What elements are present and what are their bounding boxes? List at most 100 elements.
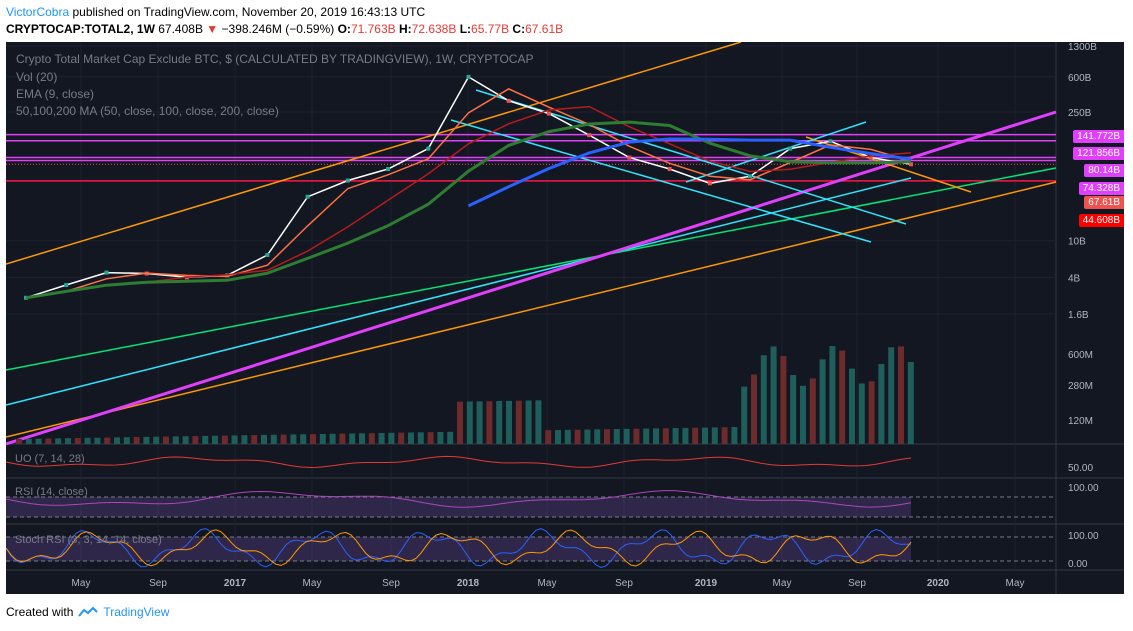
ma50-line	[25, 105, 912, 299]
price-tag: 80.14B	[1084, 164, 1124, 177]
volume-bar	[535, 400, 542, 444]
volume-bar	[682, 427, 689, 444]
volume-bar	[721, 427, 728, 444]
price-point	[265, 252, 270, 257]
volume-bar	[574, 429, 581, 444]
volume-bar	[731, 427, 738, 444]
down-arrow-icon: ▼	[206, 22, 219, 36]
volume-bar	[643, 428, 650, 444]
volume-bar	[153, 436, 160, 444]
volume-bar	[319, 433, 326, 444]
last-price: 67.408B	[154, 22, 207, 36]
magenta-trend-line	[6, 110, 1057, 446]
volume-bar	[16, 439, 22, 444]
price-point	[305, 194, 310, 199]
price-tag: 141.772B	[1073, 130, 1124, 143]
open-label: O:	[337, 22, 351, 36]
symbol-label: CRYPTOCAP:TOTAL2, 1W	[6, 22, 155, 36]
close-value: 67.61B	[525, 22, 564, 36]
time-tick-label: May	[303, 578, 322, 589]
price-tick-label: 1300B	[1068, 42, 1097, 53]
volume-bar	[760, 355, 767, 444]
volume-bar	[65, 438, 71, 444]
chart-frame[interactable]: May Sep 2017 May Sep 2018 May Sep 2019 May Sep 2020…	[6, 42, 1124, 594]
stoch-tick-label: 0.00	[1068, 559, 1088, 570]
price-point	[909, 162, 913, 167]
author-link[interactable]: VictorCobra	[6, 5, 70, 19]
low-label: L:	[456, 22, 472, 36]
volume-bar	[143, 436, 150, 444]
stoch-tick-label: 100.00	[1068, 531, 1099, 542]
volume-bar	[45, 438, 52, 444]
volume-bar	[878, 363, 885, 444]
volume-bar	[741, 386, 748, 444]
time-tick-label: May	[773, 578, 792, 589]
volume-bar	[123, 437, 130, 444]
volume-legend: Vol (20)	[16, 70, 58, 84]
price-point	[868, 155, 873, 160]
time-tick-label: May	[72, 578, 91, 589]
publish-header: VictorCobra published on TradingView.com…	[6, 4, 1126, 40]
brand-link[interactable]: TradingView	[103, 605, 170, 619]
volume-bar	[839, 350, 846, 444]
chart-title: Crypto Total Market Cap Exclude BTC, $ (…	[16, 52, 534, 66]
volume-bar	[25, 438, 32, 444]
high-value: 72.638B	[411, 22, 457, 36]
volume-bar	[604, 429, 610, 444]
orange-descending-line	[805, 136, 972, 193]
volume-bar	[711, 427, 718, 444]
volume-tick-label: 600M	[1068, 350, 1093, 361]
volume-bar	[868, 381, 875, 444]
price-tick-label: 4B	[1068, 273, 1081, 284]
price-change: −398.246M (−0.59%)	[218, 22, 338, 36]
time-tick-label: 2020	[927, 578, 950, 589]
volume-bar	[594, 429, 601, 444]
price-point	[104, 270, 109, 275]
volume-bar	[780, 356, 787, 444]
volume-bar	[74, 438, 81, 444]
volume-bar	[270, 434, 277, 444]
volume-bar	[525, 400, 532, 444]
stoch-k-line	[6, 528, 912, 569]
volume-bar	[506, 400, 512, 444]
ma-legend: 50,100,200 MA (50, close, 100, close, 20…	[16, 104, 279, 118]
volume-bar	[858, 383, 865, 444]
volume-bar	[172, 436, 179, 444]
volume-bar	[192, 436, 199, 444]
price-point	[828, 139, 833, 144]
volume-bar	[898, 346, 904, 444]
price-point	[64, 283, 69, 288]
price-tag: 44.608B	[1078, 214, 1124, 227]
volume-bar	[231, 435, 238, 444]
price-tag: 74.328B	[1078, 182, 1124, 195]
time-tick-label: May	[538, 578, 557, 589]
volume-bar	[94, 437, 101, 444]
rsi-tick-label: 100.00	[1068, 483, 1099, 494]
volume-bar	[388, 432, 395, 444]
volume-bar	[35, 438, 42, 444]
volume-bar	[770, 346, 777, 444]
volume-bar	[104, 437, 111, 444]
volume-bar	[800, 385, 806, 444]
volume-bar	[702, 427, 708, 444]
volume-bar	[84, 437, 91, 444]
ema-legend: EMA (9, close)	[16, 87, 95, 101]
price-tick-label: 250B	[1068, 108, 1092, 119]
volume-bar	[378, 432, 385, 444]
volume-bar	[437, 431, 444, 444]
volume-bar	[790, 375, 797, 444]
chart-canvas[interactable]: May Sep 2017 May Sep 2018 May Sep 2019 May Sep 2020…	[6, 42, 1124, 594]
price-tick-label: 1.6B	[1068, 310, 1089, 321]
volume-bar	[280, 434, 287, 444]
time-tick-label: 2019	[695, 578, 718, 589]
volume-bar	[564, 429, 571, 444]
ma100-line	[25, 120, 912, 300]
price-point	[546, 111, 551, 116]
volume-bar	[408, 432, 414, 444]
volume-bar	[368, 433, 375, 444]
volume-bar	[114, 437, 120, 444]
price-tag: 121.856B	[1073, 147, 1124, 160]
price-point	[386, 167, 391, 172]
price-point	[345, 178, 350, 183]
volume-bar	[447, 431, 454, 444]
